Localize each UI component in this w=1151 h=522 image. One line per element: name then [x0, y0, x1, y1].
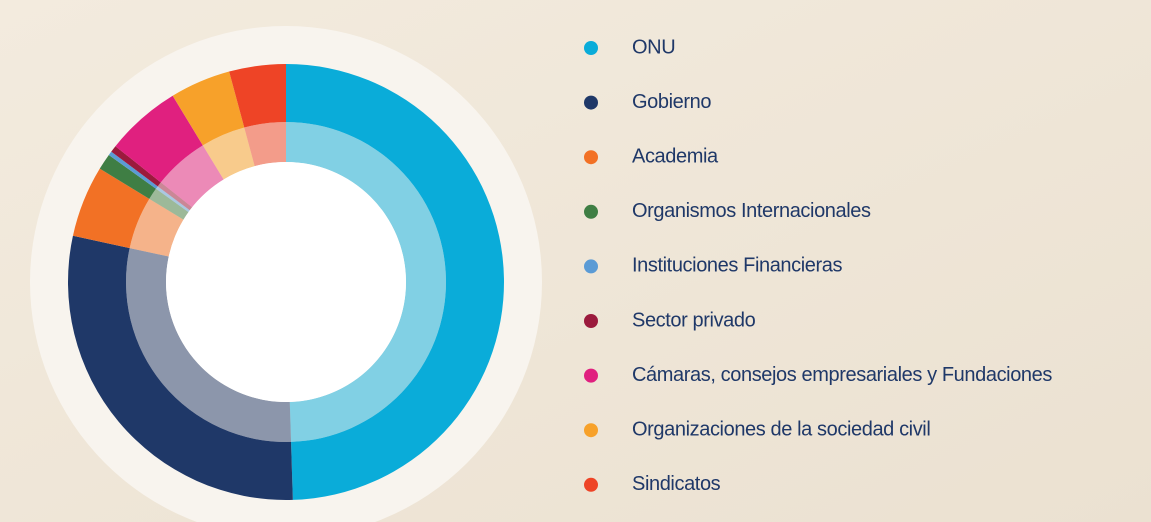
outer-slice	[108, 151, 158, 189]
inner-slice	[286, 122, 446, 442]
outer-slice	[172, 71, 245, 146]
legend-swatch	[584, 41, 598, 55]
legend-swatch	[584, 150, 598, 165]
legend-label: Instituciones Financieras	[632, 255, 843, 277]
inner-slice	[202, 127, 255, 180]
legend-label: Sector privado	[632, 309, 756, 331]
inner-slice	[160, 145, 224, 208]
legend-swatch	[584, 423, 598, 438]
legend-swatch	[584, 477, 598, 492]
inner-slice	[149, 188, 189, 220]
legend-label: Cámaras, consejos empresariales y Fundac…	[632, 364, 1052, 386]
inner-slice	[126, 248, 292, 442]
inner-slice	[129, 198, 184, 257]
outer-slice	[67, 235, 293, 500]
legend-label: Gobierno	[632, 91, 711, 113]
outer-slice	[229, 64, 286, 128]
outer-slice	[72, 168, 150, 249]
legend-label: Organismos Internacionales	[632, 200, 871, 222]
inner-slice	[157, 182, 193, 211]
outer-slice	[115, 95, 203, 183]
legend-label: ONU	[632, 36, 675, 58]
legend-swatch	[584, 314, 598, 328]
legend-label: Sindicatos	[632, 473, 721, 495]
legend-swatch	[584, 259, 598, 274]
legend-label: Organizaciones de la sociedad civil	[632, 418, 930, 440]
outer-slice	[286, 64, 504, 500]
outer-slice	[99, 154, 156, 199]
legend-swatch	[584, 95, 598, 110]
legend-swatch	[584, 368, 598, 383]
inner-slice	[244, 122, 286, 167]
legend-label: Academia	[632, 145, 719, 167]
legend-swatch	[584, 204, 598, 219]
outer-slice	[111, 146, 161, 187]
hole	[166, 162, 406, 402]
inner-slice	[155, 186, 190, 213]
